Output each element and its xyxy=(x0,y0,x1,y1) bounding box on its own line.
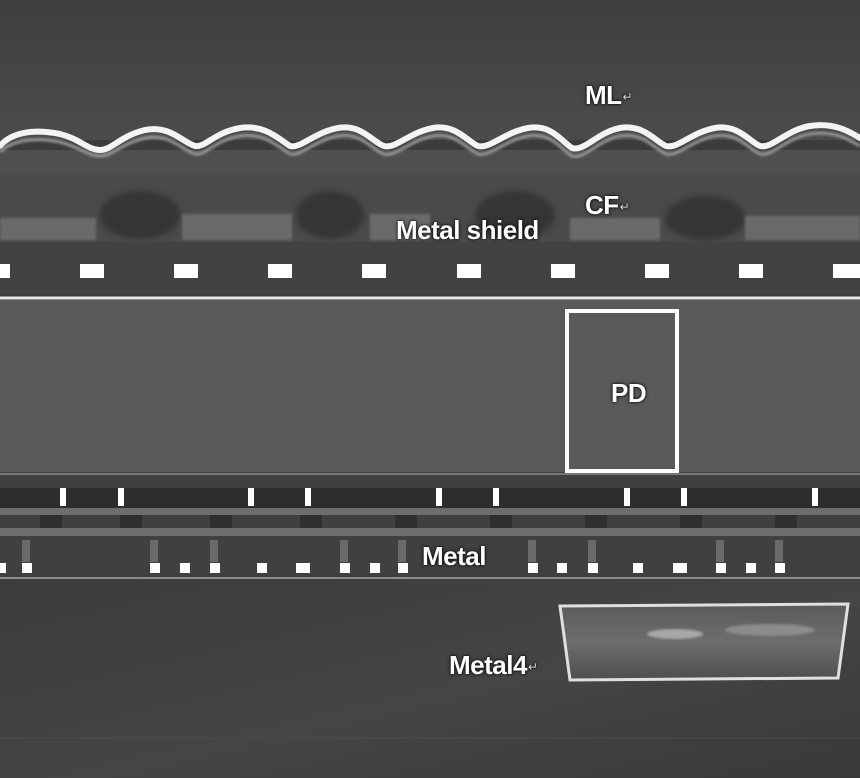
metal-shield-blocks xyxy=(0,214,860,240)
wiring-plugs xyxy=(22,540,783,562)
pd-outline-box xyxy=(565,309,679,473)
passivation-band xyxy=(0,242,860,294)
wiring-gaps xyxy=(40,515,797,528)
label-ml-text: ML xyxy=(585,80,622,110)
metal4-structure xyxy=(558,602,850,682)
wiring-contacts-bottom xyxy=(0,563,785,573)
cf-dark-regions xyxy=(100,191,745,240)
wiring-vias-top xyxy=(60,488,818,506)
label-metal4: Metal4↵ xyxy=(449,650,538,681)
return-mark: ↵ xyxy=(527,660,538,675)
return-mark: ↵ xyxy=(622,90,633,105)
label-metal: Metal xyxy=(422,541,486,571)
wiring-metal-lines xyxy=(0,508,860,536)
label-cf-text: CF xyxy=(585,190,619,220)
return-mark: ↵ xyxy=(619,200,630,215)
label-pd: PD xyxy=(611,378,647,408)
label-cf: CF↵ xyxy=(585,190,630,221)
label-metal4-text: Metal4 xyxy=(449,650,527,680)
microlens-surface xyxy=(0,122,860,154)
label-metal-shield: Metal shield xyxy=(396,215,539,245)
pads xyxy=(0,264,860,278)
silicon-region xyxy=(0,300,860,472)
label-ml: ML↵ xyxy=(585,80,633,111)
